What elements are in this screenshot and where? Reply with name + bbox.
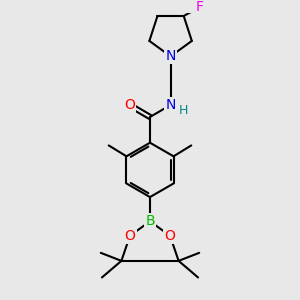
- Text: H: H: [179, 103, 188, 117]
- Text: O: O: [124, 98, 135, 112]
- Text: O: O: [165, 229, 176, 243]
- Text: F: F: [195, 0, 203, 14]
- Text: N: N: [165, 49, 176, 63]
- Text: N: N: [165, 98, 176, 112]
- Text: O: O: [124, 229, 135, 243]
- Text: B: B: [145, 214, 155, 228]
